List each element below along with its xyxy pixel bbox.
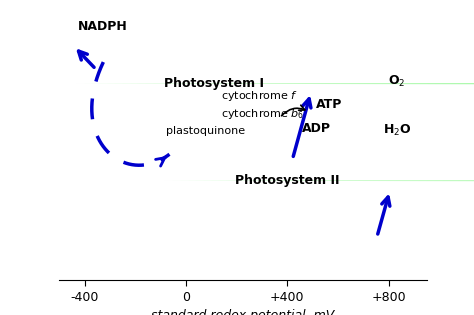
Text: ADP: ADP <box>301 122 331 135</box>
Text: Photosystem I: Photosystem I <box>164 77 264 90</box>
Text: Photosystem II: Photosystem II <box>235 175 339 187</box>
Text: plastoquinone: plastoquinone <box>166 126 245 136</box>
Text: cytochrome $f$: cytochrome $f$ <box>221 89 298 103</box>
Text: H$_2$O: H$_2$O <box>383 123 411 138</box>
X-axis label: standard redox potential, mV: standard redox potential, mV <box>151 309 335 315</box>
Text: NADPH: NADPH <box>78 20 128 33</box>
Text: cytochrome $b_6$: cytochrome $b_6$ <box>221 107 304 121</box>
Text: ATP: ATP <box>316 98 343 111</box>
Text: O$_2$: O$_2$ <box>388 74 405 89</box>
